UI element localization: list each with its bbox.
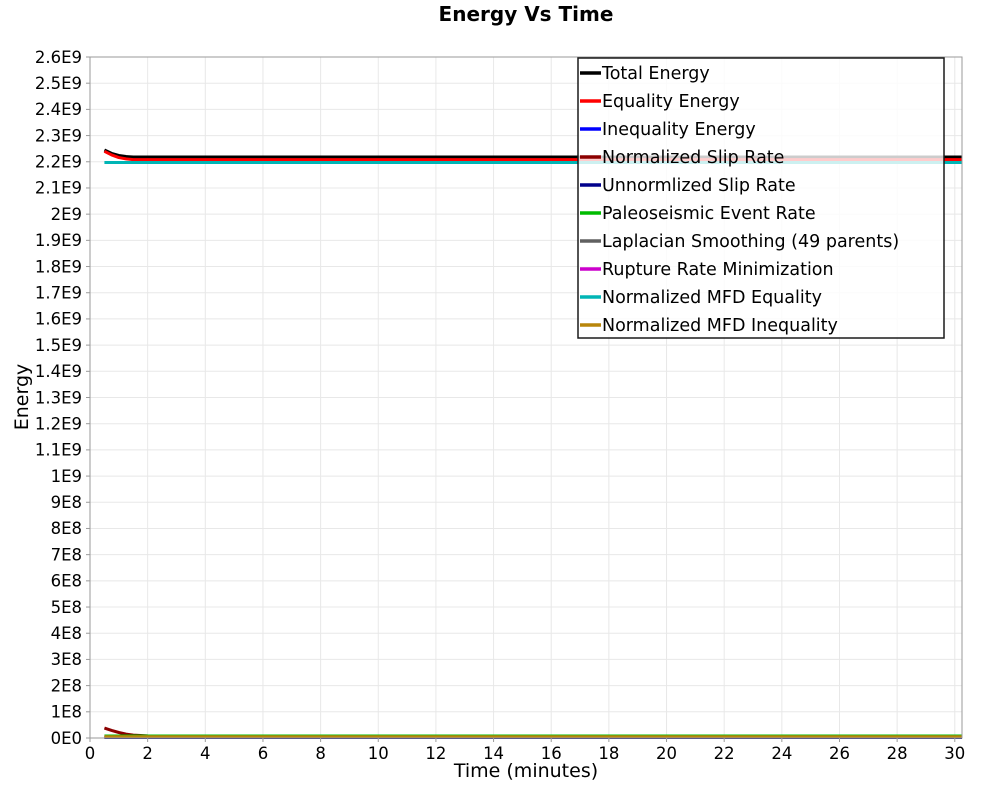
y-tick-label: 2.3E9 xyxy=(35,126,82,145)
y-tick-label: 4E8 xyxy=(51,624,82,643)
y-tick-label: 1.8E9 xyxy=(35,257,82,276)
y-tick-label: 7E8 xyxy=(51,545,82,564)
x-tick-label: 10 xyxy=(368,744,389,763)
x-tick-label: 20 xyxy=(656,744,677,763)
x-tick-label: 18 xyxy=(598,744,619,763)
y-tick-label: 1.9E9 xyxy=(35,231,82,250)
y-tick-label: 2.6E9 xyxy=(35,48,82,67)
series-line-total-energy xyxy=(103,148,962,159)
y-tick-label: 1.2E9 xyxy=(35,414,82,433)
chart-title: Energy Vs Time xyxy=(438,2,614,26)
x-tick-label: 0 xyxy=(85,744,96,763)
y-tick-label: 2.5E9 xyxy=(35,74,82,93)
y-tick-label: 1.4E9 xyxy=(35,362,82,381)
legend: Total Energy Equality Energy Inequality En… xyxy=(577,57,945,339)
legend-label: Total Energy xyxy=(601,64,710,84)
legend-label: Normalized MFD Equality xyxy=(602,288,822,308)
y-tick-label: 6E8 xyxy=(51,572,82,591)
y-tick-label: 5E8 xyxy=(51,598,82,617)
x-tick-label: 22 xyxy=(714,744,735,763)
x-tick-label: 16 xyxy=(541,744,562,763)
y-tick-label: 1.5E9 xyxy=(35,336,82,355)
x-tick-label: 26 xyxy=(829,744,850,763)
legend-label: Unnormlized Slip Rate xyxy=(602,176,796,196)
y-tick-label: 3E8 xyxy=(51,650,82,669)
x-tick-label: 12 xyxy=(425,744,446,763)
legend-label: Paleoseismic Event Rate xyxy=(602,204,816,224)
x-tick-label: 24 xyxy=(771,744,792,763)
y-tick-label: 1E8 xyxy=(51,703,82,722)
legend-box xyxy=(577,57,945,339)
x-tick-label: 8 xyxy=(315,744,326,763)
series-line-equality-energy xyxy=(103,149,962,162)
y-tick-label: 0E0 xyxy=(51,729,82,748)
legend-label: Normalized Slip Rate xyxy=(602,148,784,168)
y-tick-label: 1.3E9 xyxy=(35,388,82,407)
y-tick-label: 2.2E9 xyxy=(35,153,82,172)
x-tick-label: 14 xyxy=(483,744,504,763)
legend-label: Laplacian Smoothing (49 parents) xyxy=(602,232,899,252)
axes: 0E0 1E8 2E8 3E8 4E8 5E8 6E8 7E8 8E8 9E8 1E9 1.1E9 1.… xyxy=(35,48,965,763)
x-tick-label: 28 xyxy=(887,744,908,763)
legend-label: Inequality Energy xyxy=(602,120,756,140)
y-tick-label: 1E9 xyxy=(51,467,82,486)
x-axis-title: Time (minutes) xyxy=(453,760,599,782)
x-tick-label: 6 xyxy=(258,744,269,763)
y-tick-label: 1.1E9 xyxy=(35,441,82,460)
legend-label: Normalized MFD Inequality xyxy=(602,316,838,336)
y-tick-label: 2E8 xyxy=(51,676,82,695)
x-tick-label: 30 xyxy=(944,744,965,763)
x-tick-label: 4 xyxy=(200,744,211,763)
y-tick-label: 1.6E9 xyxy=(35,310,82,329)
y-tick-label: 8E8 xyxy=(51,519,82,538)
legend-label: Rupture Rate Minimization xyxy=(602,260,834,280)
x-tick-label: 2 xyxy=(142,744,153,763)
y-tick-label: 1.7E9 xyxy=(35,284,82,303)
y-tick-label: 2.1E9 xyxy=(35,179,82,198)
y-tick-label: 2E9 xyxy=(51,205,82,224)
legend-label: Equality Energy xyxy=(602,92,740,112)
y-tick-label: 9E8 xyxy=(51,493,82,512)
y-tick-label: 2.4E9 xyxy=(35,100,82,119)
